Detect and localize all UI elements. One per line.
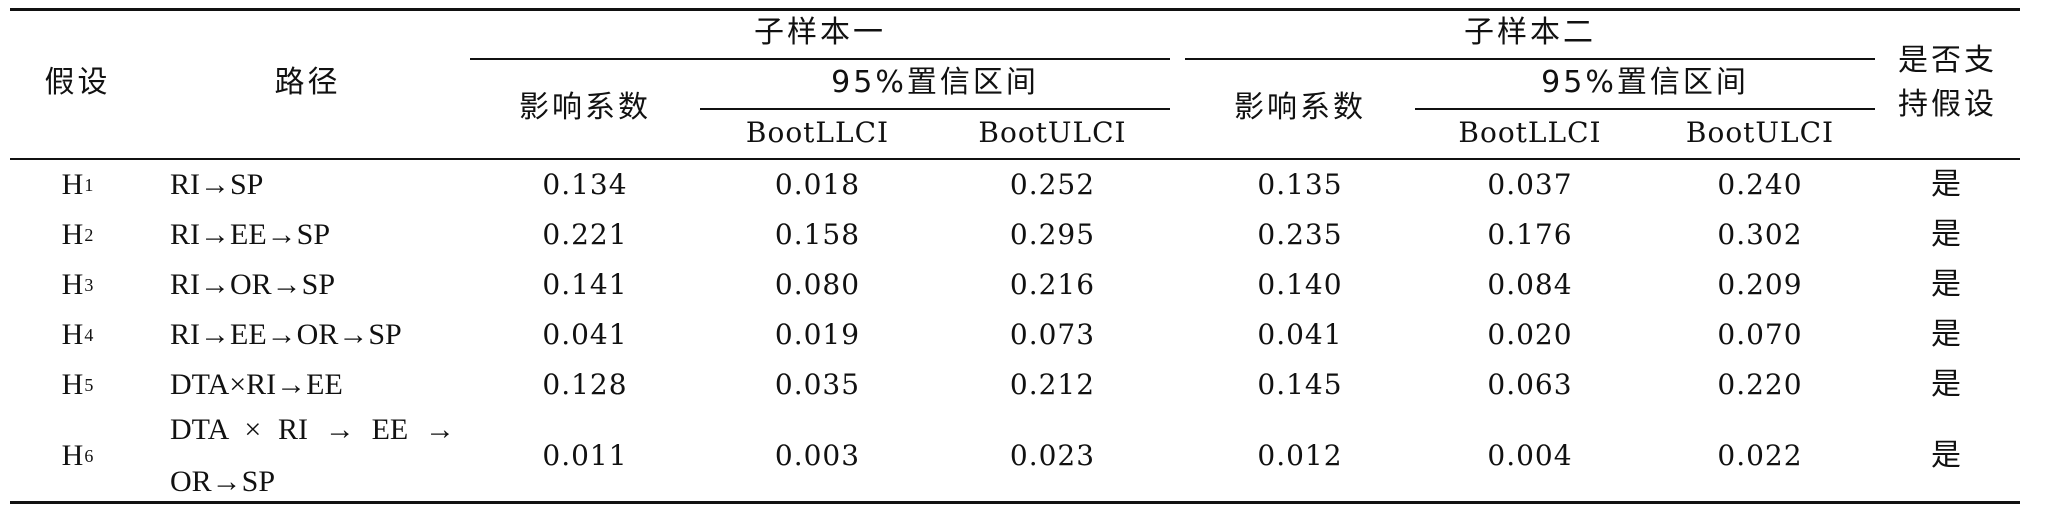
llci-1-cell: 0.158 (774, 218, 861, 251)
hypothesis-subscript: 5 (84, 375, 94, 395)
coef-2-cell: 0.145 (1257, 368, 1343, 401)
ulci-1-cell: 0.023 (1009, 438, 1096, 472)
path-cell: DTA × RI → EE → OR→SP (170, 410, 455, 501)
header-ulci-2: BootULCI (1685, 116, 1835, 149)
hypothesis-subscript: 2 (84, 225, 94, 245)
support-cell: 是 (1931, 317, 1964, 352)
header-ci-1: 95%置信区间 (831, 65, 1039, 100)
llci-2-cell: 0.063 (1487, 368, 1573, 401)
support-cell: 是 (1931, 367, 1964, 402)
support-cell: 是 (1931, 437, 1964, 473)
ulci-1-cell: 0.073 (1009, 318, 1096, 351)
bottom-rule (10, 501, 2020, 504)
ci2-rule (1415, 108, 1875, 110)
ci1-rule (700, 108, 1170, 110)
header-support: 是否支 持假设 (1875, 8, 2020, 158)
coef-2-cell: 0.041 (1257, 318, 1343, 351)
header-hypothesis: 假设 (44, 65, 111, 100)
support-cell: 是 (1931, 167, 1964, 202)
coef-2-cell: 0.012 (1257, 438, 1343, 472)
ulci-2-cell: 0.070 (1717, 318, 1803, 351)
header-coef-2: 影响系数 (1234, 90, 1366, 125)
support-cell: 是 (1931, 217, 1964, 252)
hypothesis-letter: H (61, 438, 84, 472)
path-cell: DTA×RI→EE (170, 368, 343, 401)
top-rule (10, 8, 2020, 11)
hypothesis-subscript: 3 (84, 275, 94, 295)
ulci-2-cell: 0.209 (1717, 268, 1803, 301)
hypothesis-letter: H (61, 318, 84, 351)
ulci-1-cell: 0.252 (1009, 168, 1096, 201)
llci-1-cell: 0.018 (774, 168, 861, 201)
header-path: 路径 (274, 65, 341, 100)
header-subsample2: 子样本二 (1464, 15, 1596, 50)
path-cell: RI→EE→OR→SP (170, 318, 402, 351)
coef-1-cell: 0.134 (542, 168, 628, 201)
ulci-1-cell: 0.295 (1009, 218, 1096, 251)
llci-1-cell: 0.003 (774, 438, 861, 472)
coef-2-cell: 0.135 (1257, 168, 1343, 201)
hypothesis-subscript: 4 (84, 325, 94, 345)
hypothesis-letter: H (61, 168, 84, 201)
header-ulci-1: BootULCI (978, 116, 1127, 149)
ulci-2-cell: 0.240 (1717, 168, 1803, 201)
header-subsample1: 子样本一 (754, 15, 886, 50)
ulci-2-cell: 0.302 (1717, 218, 1803, 251)
llci-2-cell: 0.084 (1487, 268, 1573, 301)
hypothesis-subscript: 1 (84, 175, 94, 195)
header-support-line1: 是否支 (1898, 43, 1997, 78)
llci-1-cell: 0.080 (774, 268, 861, 301)
hypothesis-letter: H (61, 268, 84, 301)
path-cell: RI→SP (170, 168, 264, 201)
subsample2-rule (1185, 58, 1875, 60)
llci-2-cell: 0.004 (1487, 438, 1573, 472)
support-cell: 是 (1931, 267, 1964, 302)
hypothesis-subscript: 6 (84, 445, 94, 466)
results-table: 假设 路径 子样本一 子样本二 影响系数 95%置信区间 BootLLCI Bo… (10, 8, 2020, 504)
header-coef-1: 影响系数 (519, 90, 651, 125)
hypothesis-letter: H (61, 368, 84, 401)
coef-1-cell: 0.041 (542, 318, 628, 351)
header-rule (10, 158, 2020, 160)
coef-2-cell: 0.235 (1257, 218, 1343, 251)
ulci-2-cell: 0.220 (1717, 368, 1803, 401)
coef-1-cell: 0.128 (542, 368, 628, 401)
coef-1-cell: 0.011 (542, 438, 628, 472)
subsample1-rule (470, 58, 1170, 60)
ulci-2-cell: 0.022 (1717, 438, 1803, 472)
llci-1-cell: 0.035 (774, 368, 861, 401)
header-ci-2: 95%置信区间 (1541, 65, 1749, 100)
path-cell: RI→EE→SP (170, 218, 331, 251)
header-support-line2: 持假设 (1898, 87, 1997, 122)
coef-1-cell: 0.221 (542, 218, 628, 251)
llci-1-cell: 0.019 (774, 318, 861, 351)
coef-1-cell: 0.141 (542, 268, 628, 301)
path-cell: RI→OR→SP (170, 268, 336, 301)
hypothesis-letter: H (61, 218, 84, 251)
llci-2-cell: 0.176 (1487, 218, 1573, 251)
llci-2-cell: 0.037 (1487, 168, 1573, 201)
ulci-1-cell: 0.216 (1009, 268, 1096, 301)
header-llci-2: BootLLCI (1458, 116, 1602, 149)
header-llci-1: BootLLCI (745, 116, 890, 149)
coef-2-cell: 0.140 (1257, 268, 1343, 301)
ulci-1-cell: 0.212 (1009, 368, 1096, 401)
llci-2-cell: 0.020 (1487, 318, 1573, 351)
path-text: DTA × RI → EE → OR→SP (170, 412, 455, 498)
